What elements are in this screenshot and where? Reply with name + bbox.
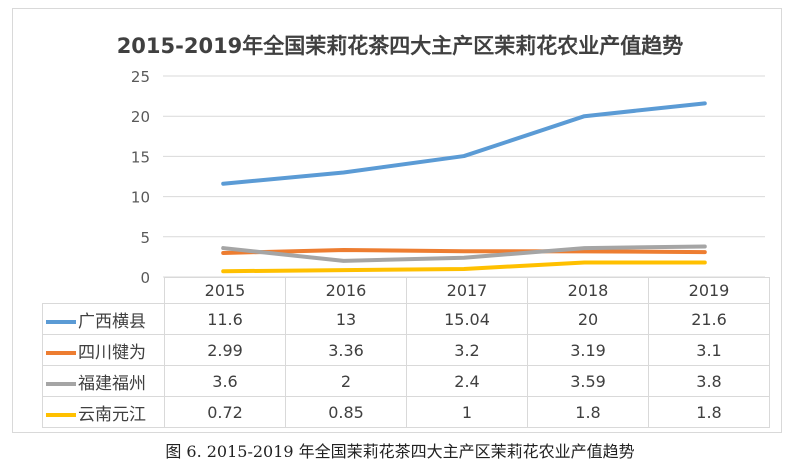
chart-frame (12, 8, 782, 433)
data-label: 11.6 (164, 303, 286, 335)
legend-swatch (46, 381, 76, 386)
y-tick-label: 5 (140, 229, 150, 247)
legend-swatch (46, 350, 76, 355)
legend-entry: 福建福州 (42, 365, 165, 397)
x-tick-label: 2018 (527, 277, 649, 304)
data-label: 1.8 (648, 396, 770, 428)
series-name: 福建福州 (78, 373, 146, 394)
series-name: 广西横县 (78, 311, 146, 332)
series-line-0 (221, 101, 707, 186)
data-table: 2015 2016 2017 2018 2019 广西横县 11.6 13 15.04 20 21.… (42, 277, 770, 428)
data-label: 3.1 (648, 334, 770, 366)
data-label: 3.19 (527, 334, 649, 366)
data-label: 1 (406, 396, 528, 428)
series-line-2 (221, 244, 707, 263)
data-label: 3.2 (406, 334, 528, 366)
legend-entry: 四川犍为 (42, 334, 165, 366)
table-row: 云南元江 0.72 0.85 1 1.8 1.8 (42, 396, 770, 428)
data-label: 2.4 (406, 365, 528, 397)
y-tick-label: 15 (131, 148, 150, 166)
data-label: 3.59 (527, 365, 649, 397)
y-tick-label: 25 (131, 68, 150, 86)
data-label: 0.85 (285, 396, 407, 428)
data-label: 2 (285, 365, 407, 397)
series-line-3 (221, 260, 707, 274)
x-tick-label: 2019 (648, 277, 770, 304)
series-line-1 (221, 247, 707, 255)
data-label: 1.8 (527, 396, 649, 428)
legend-entry: 广西横县 (42, 303, 165, 335)
data-label: 0.72 (164, 396, 286, 428)
data-label: 13 (285, 303, 407, 335)
data-label: 15.04 (406, 303, 528, 335)
series-name: 四川犍为 (78, 342, 146, 363)
x-tick-label: 2015 (164, 277, 286, 304)
data-label: 21.6 (648, 303, 770, 335)
data-label: 3.8 (648, 365, 770, 397)
data-label: 2.99 (164, 334, 286, 366)
legend-entry: 云南元江 (42, 396, 165, 428)
legend-swatch (46, 319, 76, 324)
series-name: 云南元江 (78, 404, 146, 425)
data-label: 3.6 (164, 365, 286, 397)
y-tick-label: 20 (131, 108, 150, 126)
table-row: 四川犍为 2.99 3.36 3.2 3.19 3.1 (42, 334, 770, 366)
y-tick-label: 10 (131, 189, 150, 207)
x-tick-label: 2017 (406, 277, 528, 304)
chart-title: 2015-2019年全国茉莉花茶四大主产区茉莉花农业产值趋势 (116, 34, 684, 58)
data-label: 20 (527, 303, 649, 335)
figure-caption: 图 6. 2015-2019 年全国茉莉花茶四大主产区茉莉花农业产值趋势 (165, 442, 635, 461)
data-label: 3.36 (285, 334, 407, 366)
legend-swatch (46, 412, 76, 417)
table-row: 福建福州 3.6 2 2.4 3.59 3.8 (42, 365, 770, 397)
corner-cell (42, 277, 165, 304)
table-header: 2015 2016 2017 2018 2019 (42, 277, 770, 304)
x-tick-label: 2016 (285, 277, 407, 304)
table-row: 广西横县 11.6 13 15.04 20 21.6 (42, 303, 770, 335)
